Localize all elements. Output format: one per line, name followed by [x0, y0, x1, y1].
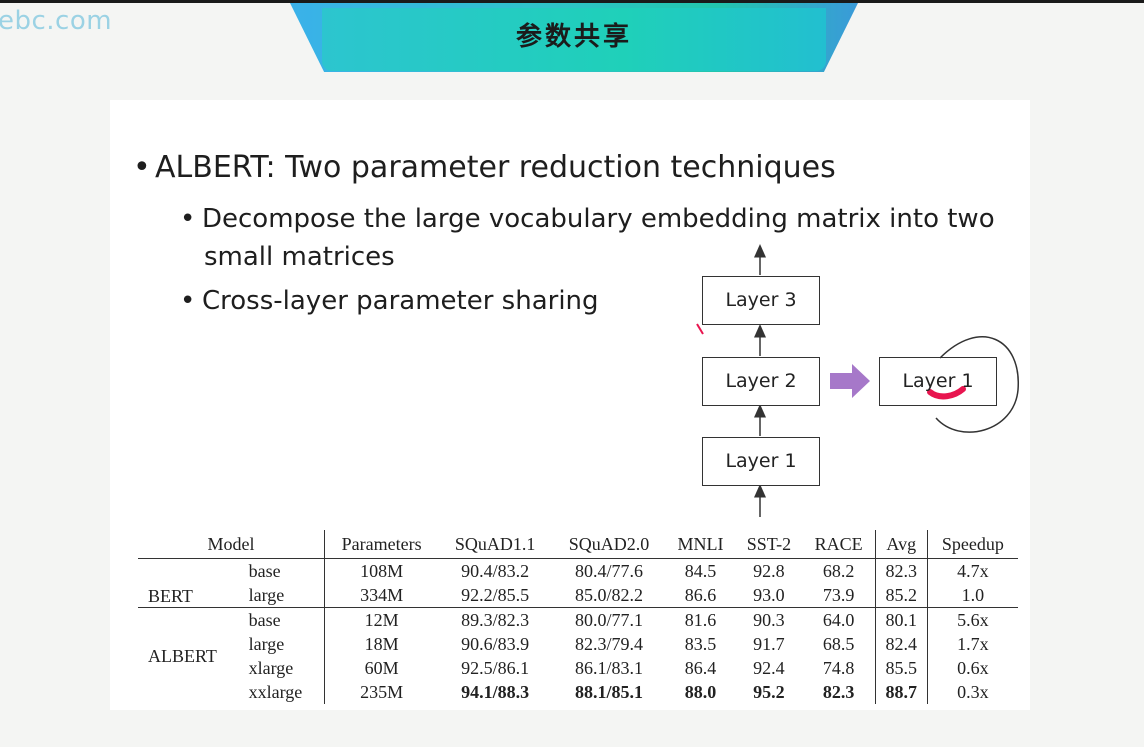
- table-cell: 82.3/79.4: [574, 633, 643, 654]
- table-cell: 86.4: [684, 657, 717, 678]
- table-cell: 73.9: [802, 583, 876, 608]
- layer-3-box: Layer 3: [702, 276, 820, 325]
- table-cell: 108M: [360, 560, 404, 581]
- table-cell: 94.1/88.3: [461, 681, 530, 702]
- table-cell: 84.5: [684, 560, 717, 581]
- model-name: BERT: [138, 558, 245, 608]
- table-cell: 334M: [324, 583, 439, 608]
- table-cell: 80.4/77.6: [574, 560, 643, 581]
- table-cell: 91.7: [753, 633, 785, 654]
- table-cell: 0.3x: [957, 681, 989, 702]
- top-border: [0, 0, 1144, 3]
- header-parameters: Parameters: [324, 530, 439, 559]
- table-cell: 4.7x: [957, 560, 989, 581]
- bullet-sub-1-line2: small matrices: [204, 242, 395, 272]
- bullet-sub-1: • Decompose the large vocabulary embeddin…: [180, 200, 1010, 276]
- header-model: Model: [138, 530, 326, 559]
- table-cell: 80.1: [875, 607, 928, 632]
- bullet-dot: •: [180, 204, 196, 234]
- table-cell: 90.6/83.9: [461, 633, 530, 654]
- table-cell: 68.2: [802, 558, 876, 583]
- table-cell: 81.6: [684, 609, 717, 630]
- bullet-sub-2-text: Cross-layer parameter sharing: [202, 286, 599, 316]
- header-mnli: MNLI: [665, 530, 736, 559]
- table-cell: 80.0/77.1: [574, 609, 643, 630]
- table-row: ALBERT base 12M 89.3/82.3 80.0/77.1 81.6…: [138, 607, 1018, 666]
- table-row: xxlarge 235M 94.1/88.3 88.1/85.1 88.0 95…: [138, 680, 1018, 704]
- annotation-mark: [927, 386, 966, 400]
- table-cell: 12M: [364, 609, 399, 630]
- table-cell: 92.5/86.1: [461, 657, 530, 678]
- header-avg: Avg: [875, 530, 928, 559]
- table-cell: 89.3/82.3: [461, 609, 530, 630]
- layer-1-box: Layer 1: [702, 437, 820, 486]
- table-cell: 92.2/85.5: [438, 583, 553, 608]
- purple-arrow-icon: [830, 364, 870, 398]
- table-cell: 64.0: [802, 607, 876, 632]
- table-cell: 85.0/82.2: [552, 583, 666, 608]
- bullet-dot: •: [180, 286, 196, 316]
- bullet-sub-2: • Cross-layer parameter sharing: [180, 282, 599, 320]
- variant-name: xlarge: [244, 656, 326, 680]
- shared-layer-box: Layer 1: [879, 357, 997, 406]
- table-header-row: Model Parameters SQuAD1.1 SQuAD2.0 MNLI …: [138, 530, 1018, 559]
- table-row: large 334M 92.2/85.5 85.0/82.2 86.6 93.0…: [138, 583, 1018, 608]
- variant-name: base: [244, 558, 326, 583]
- table-cell: 85.2: [875, 583, 928, 608]
- annotation-dot: [696, 323, 704, 335]
- table-cell: 92.4: [753, 657, 785, 678]
- header-squad11: SQuAD1.1: [438, 530, 553, 559]
- watermark-text: ebc.com: [0, 6, 113, 36]
- header-squad20: SQuAD2.0: [552, 530, 666, 559]
- table-cell: 235M: [360, 681, 404, 702]
- table-cell: 1.7x: [957, 633, 989, 654]
- bullet-main-text: ALBERT: Two parameter reduction techniqu…: [155, 150, 836, 185]
- loop-arrow-icon: [935, 336, 1019, 433]
- table-row: BERT base 108M 90.4/83.2 80.4/77.6 84.5 …: [138, 558, 1018, 608]
- table-cell: 74.8: [802, 656, 876, 680]
- header-sst2: SST-2: [735, 530, 803, 559]
- table-cell: 86.1/83.1: [574, 657, 643, 678]
- header-speedup: Speedup: [927, 530, 1018, 559]
- bullet-sub-1-line1: Decompose the large vocabulary embedding…: [202, 204, 995, 234]
- table-cell: 0.6x: [957, 657, 989, 678]
- table-cell: 90.3: [753, 609, 785, 630]
- table-cell: 88.7: [875, 680, 928, 704]
- table-cell: 88.1/85.1: [574, 681, 643, 702]
- table-cell: 95.2: [753, 681, 785, 702]
- variant-name: large: [244, 632, 326, 656]
- table-cell: 82.4: [875, 632, 928, 656]
- results-table: Model Parameters SQuAD1.1 SQuAD2.0 MNLI …: [138, 530, 1018, 704]
- table-cell: 93.0: [735, 583, 803, 608]
- table-cell: 88.0: [684, 681, 717, 702]
- bullet-dot: •: [133, 150, 151, 185]
- table-cell: 1.0: [927, 583, 1018, 608]
- title-banner-inner: [322, 8, 826, 71]
- table-cell: 92.8: [753, 560, 785, 581]
- table-cell: 90.4/83.2: [461, 560, 530, 581]
- table-cell: 60M: [364, 657, 399, 678]
- header-race: RACE: [802, 530, 876, 559]
- variant-name: xxlarge: [244, 680, 326, 704]
- layer-2-box: Layer 2: [702, 357, 820, 406]
- table-cell: 86.6: [665, 583, 736, 608]
- table-cell: 85.5: [875, 656, 928, 680]
- variant-name: large: [244, 583, 326, 608]
- bullet-main: • ALBERT: Two parameter reduction techniq…: [133, 150, 836, 185]
- table-cell: 68.5: [802, 632, 876, 656]
- table-cell: 18M: [364, 633, 399, 654]
- slide-title: 参数共享: [515, 22, 632, 52]
- table-row: large 18M 90.6/83.9 82.3/79.4 83.5 91.7 …: [138, 632, 1018, 656]
- model-name: ALBERT: [148, 645, 217, 666]
- table-cell: 5.6x: [957, 609, 989, 630]
- table-cell: 83.5: [684, 633, 717, 654]
- table-cell: 82.3: [875, 558, 928, 583]
- table-row: xlarge 60M 92.5/86.1 86.1/83.1 86.4 92.4…: [138, 656, 1018, 680]
- table-cell: 82.3: [802, 680, 876, 704]
- variant-name: base: [244, 607, 326, 632]
